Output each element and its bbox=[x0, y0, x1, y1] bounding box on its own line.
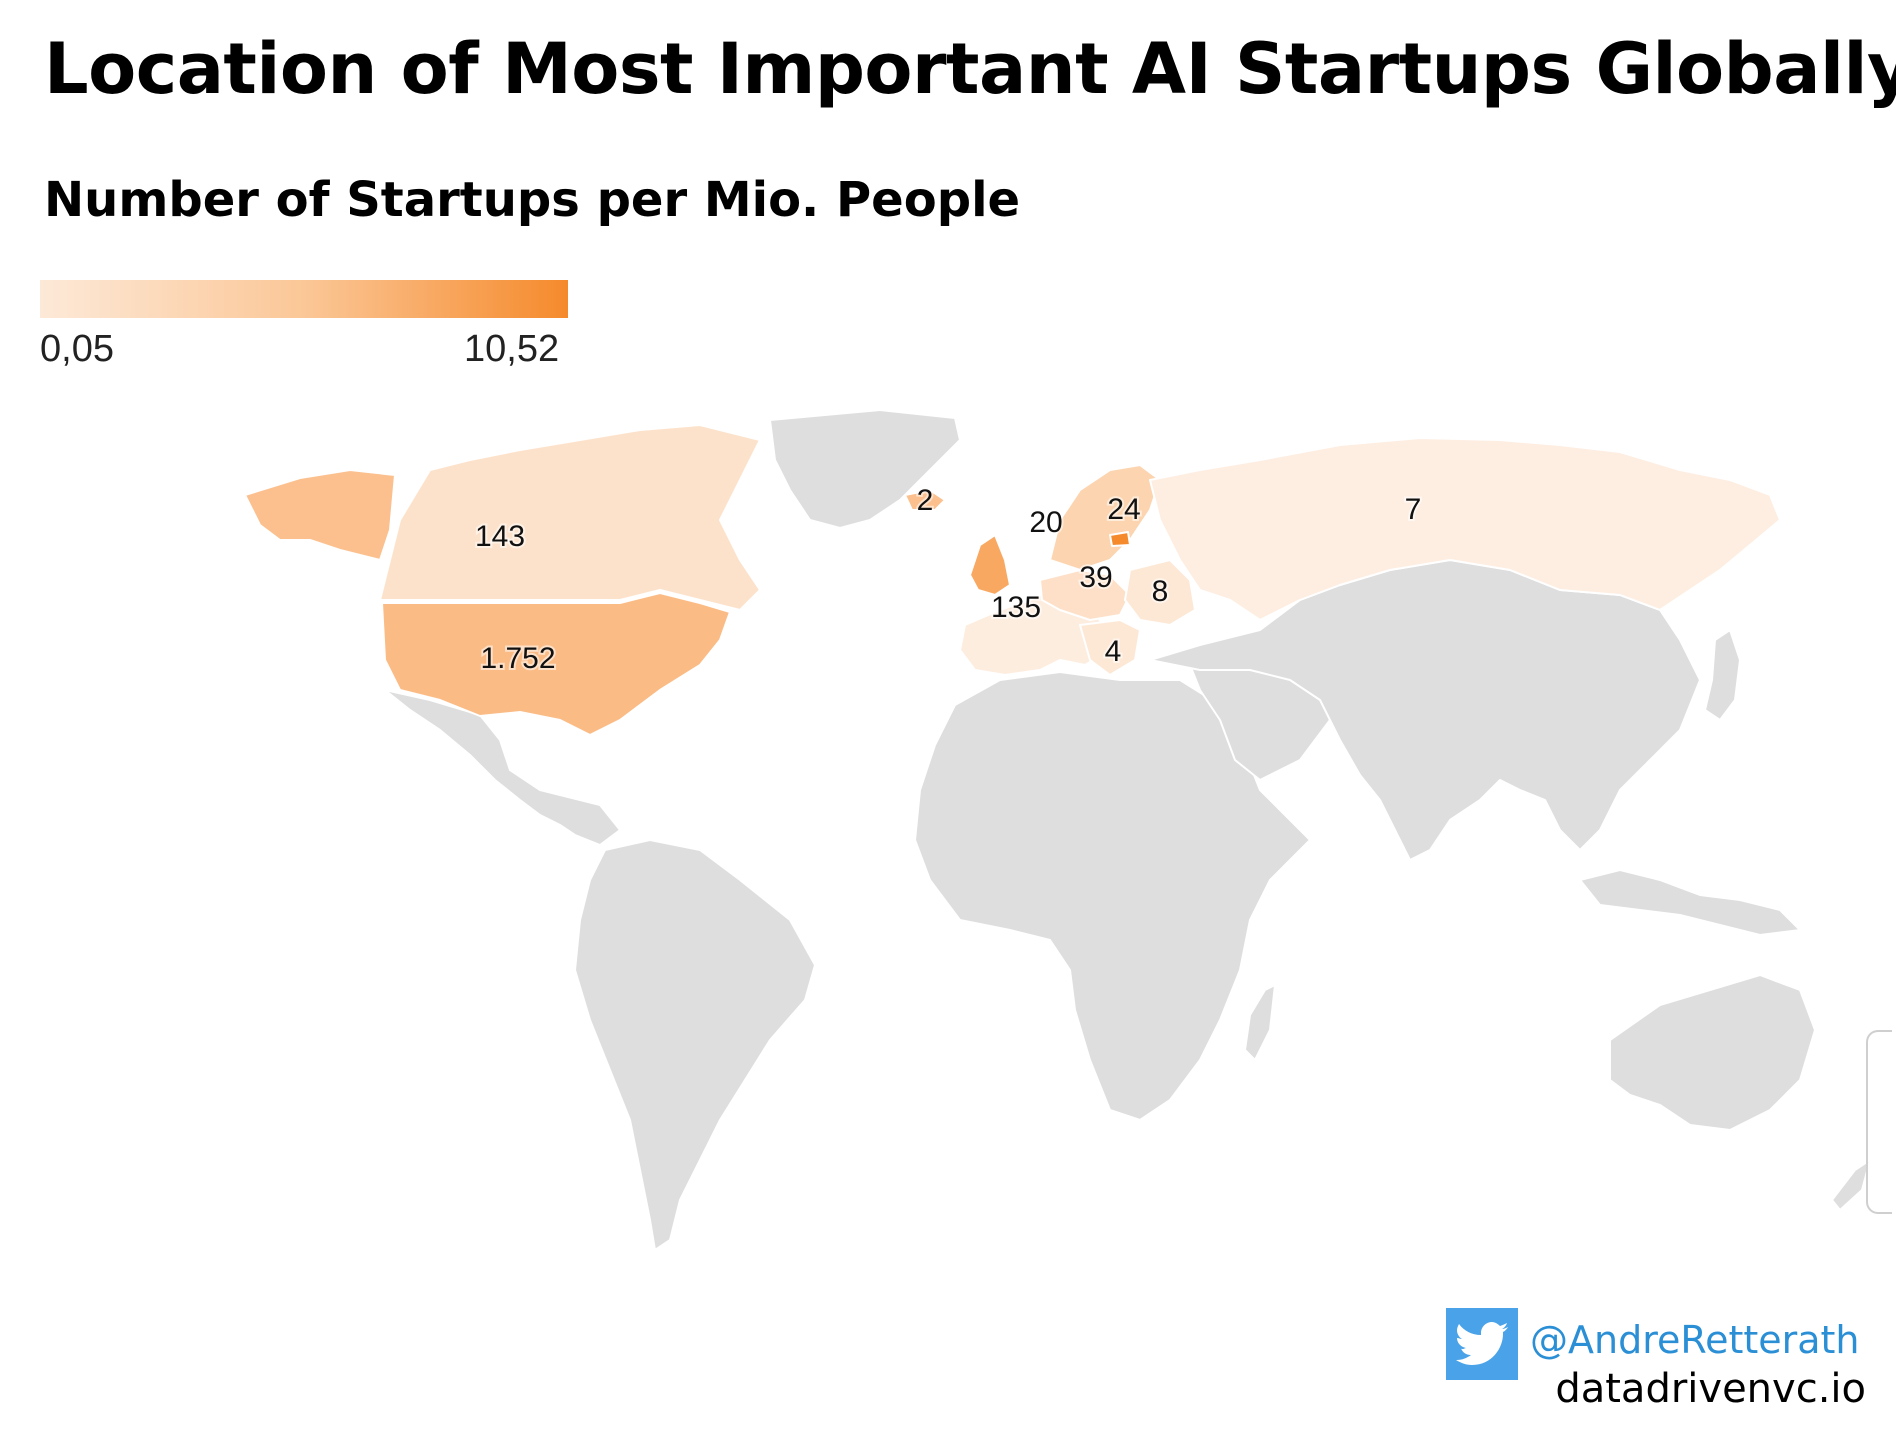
canada-shape bbox=[379, 424, 761, 611]
greenland-shape bbox=[769, 409, 961, 529]
australia-shape bbox=[1609, 974, 1816, 1131]
madagascar-shape bbox=[1244, 984, 1276, 1061]
legend-max-label: 10,52 bbox=[464, 328, 560, 370]
page-title: Location of Most Important AI Startups G… bbox=[44, 28, 1896, 110]
twitter-handle[interactable]: @AndreRetterath bbox=[1530, 1318, 1860, 1362]
united-states-shape bbox=[381, 592, 731, 736]
eastern-europe-shape bbox=[1124, 559, 1196, 626]
iceland-shape bbox=[904, 489, 946, 511]
scandinavia-shape bbox=[1049, 464, 1161, 571]
japan-shape bbox=[1704, 629, 1741, 721]
country-value-label: 1.752 bbox=[480, 642, 555, 675]
country-value-label: 20 bbox=[1029, 506, 1062, 539]
alaska-shape bbox=[244, 469, 396, 561]
legend-min-label: 0,05 bbox=[40, 328, 114, 370]
credit-block: @AndreRetterath datadrivenvc.io bbox=[1446, 1308, 1866, 1418]
country-value-label: 8 bbox=[1152, 575, 1169, 608]
southeast-asia-islands-shape bbox=[1579, 869, 1801, 936]
country-value-label: 39 bbox=[1079, 561, 1112, 594]
new-zealand-shape bbox=[1831, 1159, 1871, 1211]
mexico-central-america-shape bbox=[384, 689, 621, 846]
country-value-label: 7 bbox=[1405, 493, 1422, 526]
page-subtitle: Number of Startups per Mio. People bbox=[44, 172, 1021, 228]
website-link[interactable]: datadrivenvc.io bbox=[1555, 1366, 1866, 1412]
panel-edge-handle[interactable] bbox=[1866, 1030, 1892, 1214]
color-scale-legend bbox=[40, 280, 568, 318]
united-kingdom-shape bbox=[969, 534, 1011, 596]
country-value-label: 135 bbox=[991, 591, 1041, 624]
south-america-shape bbox=[574, 839, 816, 1251]
russia-shape bbox=[1149, 437, 1781, 621]
country-value-label: 143 bbox=[475, 520, 525, 553]
central-europe-shape bbox=[1039, 569, 1131, 621]
twitter-bird-icon bbox=[1446, 1308, 1518, 1380]
estonia-shape bbox=[1109, 531, 1131, 547]
balkans-shape bbox=[1079, 619, 1141, 676]
country-value-label: 24 bbox=[1107, 493, 1140, 526]
world-map: 1.752 143 2 135 20 24 39 84 7 bbox=[244, 409, 1871, 1251]
country-value-label: 2 bbox=[917, 484, 934, 517]
country-value-label: 4 bbox=[1105, 635, 1122, 668]
